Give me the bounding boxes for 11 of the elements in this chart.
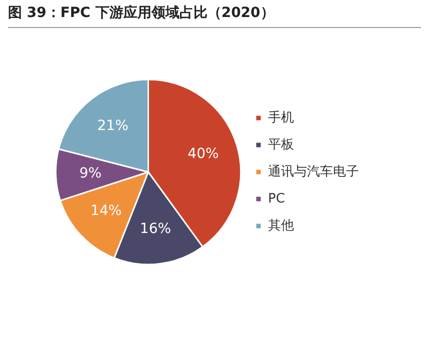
chart-title: 图 39：FPC 下游应用领域占比（2020） [8, 4, 274, 22]
data-label: 9% [79, 165, 102, 182]
data-label: 21% [97, 118, 128, 134]
legend-label: 平板 [268, 137, 294, 152]
legend-label: 通讯与汽车电子 [268, 164, 359, 180]
legend-label: 手机 [268, 110, 294, 126]
legend-label: 其他 [268, 218, 294, 234]
data-label: 14% [90, 203, 122, 220]
data-label: 40% [188, 146, 219, 162]
legend-label: PC [268, 191, 285, 206]
data-label: 16% [140, 220, 172, 237]
